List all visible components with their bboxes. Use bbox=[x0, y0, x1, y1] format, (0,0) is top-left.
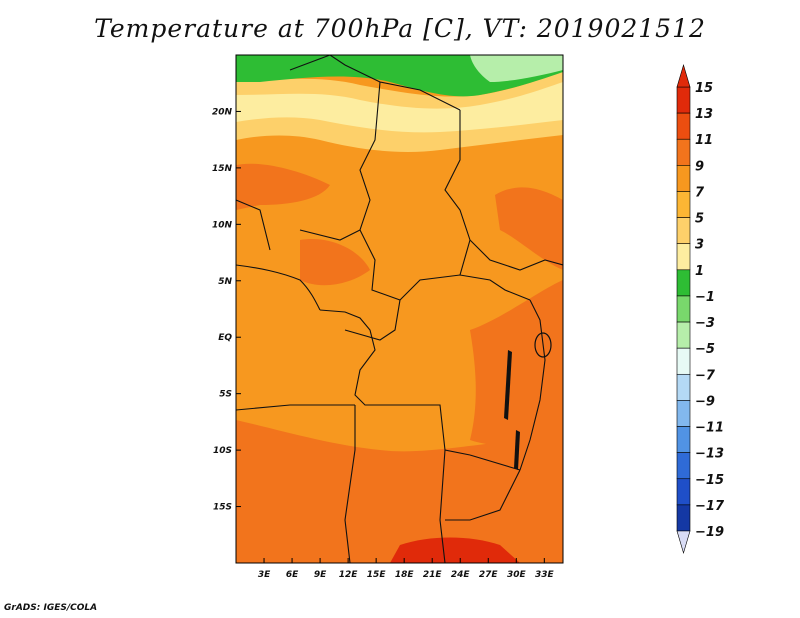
colorbar-label: −5 bbox=[695, 342, 715, 357]
x-tick-label: 33E bbox=[535, 570, 555, 580]
colorbar-swatch bbox=[676, 426, 691, 453]
colorbar-label: −7 bbox=[695, 368, 716, 383]
colorbar-label: −17 bbox=[695, 499, 725, 514]
colorbar-label: −13 bbox=[695, 447, 724, 462]
colorbar-label: 7 bbox=[695, 185, 705, 200]
y-tick-label: 15N bbox=[212, 164, 233, 174]
colorbar-swatch bbox=[676, 478, 691, 506]
region-southern bbox=[236, 420, 563, 563]
chart-title: Temperature at 700hPa [C], VT: 201902151… bbox=[94, 14, 706, 43]
colorbar-swatch bbox=[676, 321, 691, 349]
y-tick-label: EQ bbox=[218, 333, 232, 343]
colorbar-swatch bbox=[676, 191, 691, 218]
colorbar-label: −19 bbox=[695, 525, 724, 540]
x-tick-label: 27E bbox=[479, 570, 499, 580]
colorbar-label: 3 bbox=[695, 238, 704, 253]
colorbar-label: −15 bbox=[695, 473, 724, 488]
x-tick-label: 12E bbox=[339, 570, 359, 580]
y-tick-label: 10S bbox=[213, 446, 232, 456]
x-tick-label: 24E bbox=[451, 570, 471, 580]
colorbar-swatch bbox=[676, 269, 691, 297]
colorbar-swatch bbox=[676, 400, 691, 427]
colorbar-label: 5 bbox=[695, 212, 704, 227]
colorbar-label: 11 bbox=[695, 133, 713, 148]
colorbar-label: 1 bbox=[695, 264, 704, 279]
colorbar-label: 15 bbox=[695, 81, 713, 96]
colorbar-swatch bbox=[676, 112, 691, 140]
colorbar-swatch bbox=[676, 138, 691, 166]
y-axis-ticks: 20N 15N 10N 5N EQ 5S 10S 15S bbox=[212, 107, 241, 513]
colorbar-swatch bbox=[676, 243, 691, 271]
colorbar-swatch bbox=[676, 504, 691, 532]
colorbar-bottom-arrow bbox=[676, 530, 691, 555]
colorbar-swatch bbox=[676, 217, 691, 245]
x-tick-label: 3E bbox=[258, 570, 271, 580]
y-tick-label: 5N bbox=[218, 277, 232, 287]
colorbar-label: −3 bbox=[695, 316, 715, 331]
colorbar-swatch bbox=[676, 347, 691, 375]
colorbar-label: 9 bbox=[695, 159, 704, 174]
y-tick-label: 20N bbox=[212, 107, 233, 117]
colorbar-label: −9 bbox=[695, 394, 715, 409]
x-tick-label: 30E bbox=[507, 570, 527, 580]
y-tick-label: 5S bbox=[219, 390, 232, 400]
x-tick-label: 21E bbox=[423, 570, 443, 580]
colorbar-label: −11 bbox=[695, 421, 724, 436]
colorbar-swatch bbox=[676, 86, 691, 114]
colorbar-top-arrow bbox=[676, 63, 691, 88]
colorbar-swatch bbox=[676, 295, 691, 323]
x-tick-label: 9E bbox=[314, 570, 327, 580]
colorbar-label: 13 bbox=[695, 107, 713, 122]
y-tick-label: 15S bbox=[213, 503, 232, 513]
colorbar-label: −1 bbox=[695, 290, 715, 305]
region-far-south bbox=[390, 537, 520, 563]
grads-credit: GrADS: IGES/COLA bbox=[4, 603, 98, 613]
colorbar-swatch bbox=[676, 452, 691, 480]
colorbar-swatch bbox=[676, 165, 691, 192]
x-axis-ticks: 3E 6E 9E 12E 15E 18E 21E 24E 27E 30E 33E bbox=[258, 558, 555, 580]
x-tick-label: 15E bbox=[367, 570, 387, 580]
x-tick-label: 6E bbox=[286, 570, 299, 580]
colorbar-swatch bbox=[676, 373, 691, 401]
y-tick-label: 10N bbox=[212, 220, 233, 230]
x-tick-label: 18E bbox=[395, 570, 415, 580]
